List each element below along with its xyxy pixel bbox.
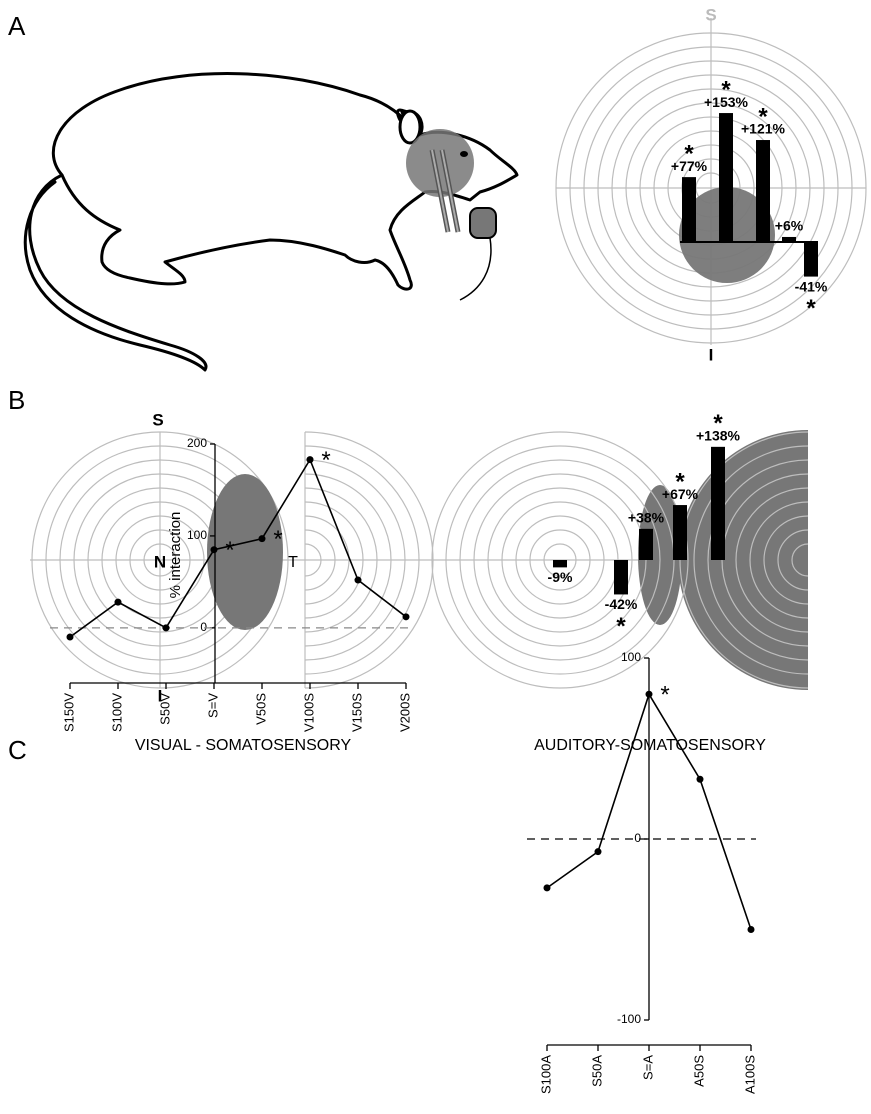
bar (756, 140, 770, 242)
significance-star: * (660, 682, 669, 709)
y-tick-label: 0 (200, 620, 207, 634)
value-label: -42% (605, 596, 638, 612)
direction-label: N (154, 552, 166, 571)
significance-star: * (758, 103, 768, 130)
significance-star: * (321, 447, 330, 474)
x-tick-label: A50S (691, 1055, 706, 1087)
direction-label: T (288, 554, 298, 571)
data-point (544, 884, 551, 891)
bar (711, 447, 725, 560)
data-point (307, 456, 314, 463)
x-tick-label: A100S (742, 1055, 757, 1094)
bar (804, 242, 818, 277)
data-point (67, 634, 74, 641)
bar (614, 560, 628, 594)
x-tick-label: S150V (61, 693, 76, 732)
data-point (403, 613, 410, 620)
data-point (748, 926, 755, 933)
significance-star: * (721, 76, 731, 103)
direction-label: S (705, 5, 716, 24)
bar (673, 505, 687, 560)
panel-label: C (8, 735, 27, 765)
x-tick-label: S100V (109, 693, 124, 732)
y-tick-label: 200 (187, 436, 207, 450)
significance-star: * (616, 613, 626, 640)
chart-title: VISUAL - SOMATOSENSORY (135, 737, 352, 754)
panel-label: A (8, 11, 26, 41)
x-tick-label: S50A (589, 1055, 604, 1087)
figure: A B C S I S N I T +77%*+153%*+121%*+ (0, 0, 871, 1109)
significance-star: * (225, 537, 234, 564)
data-point (259, 535, 266, 542)
significance-star: * (806, 295, 816, 322)
value-label: -41% (795, 278, 828, 294)
x-tick-label: S50V (157, 693, 172, 725)
y-tick-label: 100 (187, 528, 207, 542)
data-point (115, 599, 122, 606)
value-label: +6% (775, 218, 804, 234)
value-label: -9% (548, 569, 573, 585)
x-tick-label: S100A (538, 1055, 553, 1094)
significance-star: * (273, 526, 282, 553)
y-axis-label: % interaction (167, 512, 184, 599)
y-tick-label: -100 (617, 1012, 641, 1026)
x-tick-label: V100S (301, 693, 316, 732)
x-tick-label: V200S (397, 693, 412, 732)
bar (639, 529, 653, 560)
rat-illustration (25, 74, 517, 370)
x-tick-label: S=A (640, 1055, 655, 1080)
direction-label: I (709, 345, 714, 364)
data-point (211, 546, 218, 553)
significance-star: * (684, 140, 694, 167)
data-point (163, 624, 170, 631)
data-point (646, 691, 653, 698)
significance-star: * (675, 468, 685, 495)
bar (553, 560, 567, 567)
polar-grid (556, 18, 866, 345)
data-point (697, 776, 704, 783)
x-tick-label: S=V (205, 693, 220, 718)
bar (782, 237, 796, 242)
bar (682, 177, 696, 242)
x-tick-label: V50S (253, 693, 268, 725)
panel-label: B (8, 385, 25, 415)
bar (719, 113, 733, 242)
y-tick-label: 0 (634, 831, 641, 845)
x-tick-label: V150S (349, 693, 364, 732)
data-point (355, 577, 362, 584)
value-label: +38% (628, 510, 665, 526)
data-point (595, 848, 602, 855)
direction-label: S (152, 410, 163, 429)
chart-title: AUDITORY-SOMATOSENSORY (534, 737, 766, 754)
significance-star: * (713, 410, 723, 437)
y-tick-label: 100 (621, 650, 641, 664)
